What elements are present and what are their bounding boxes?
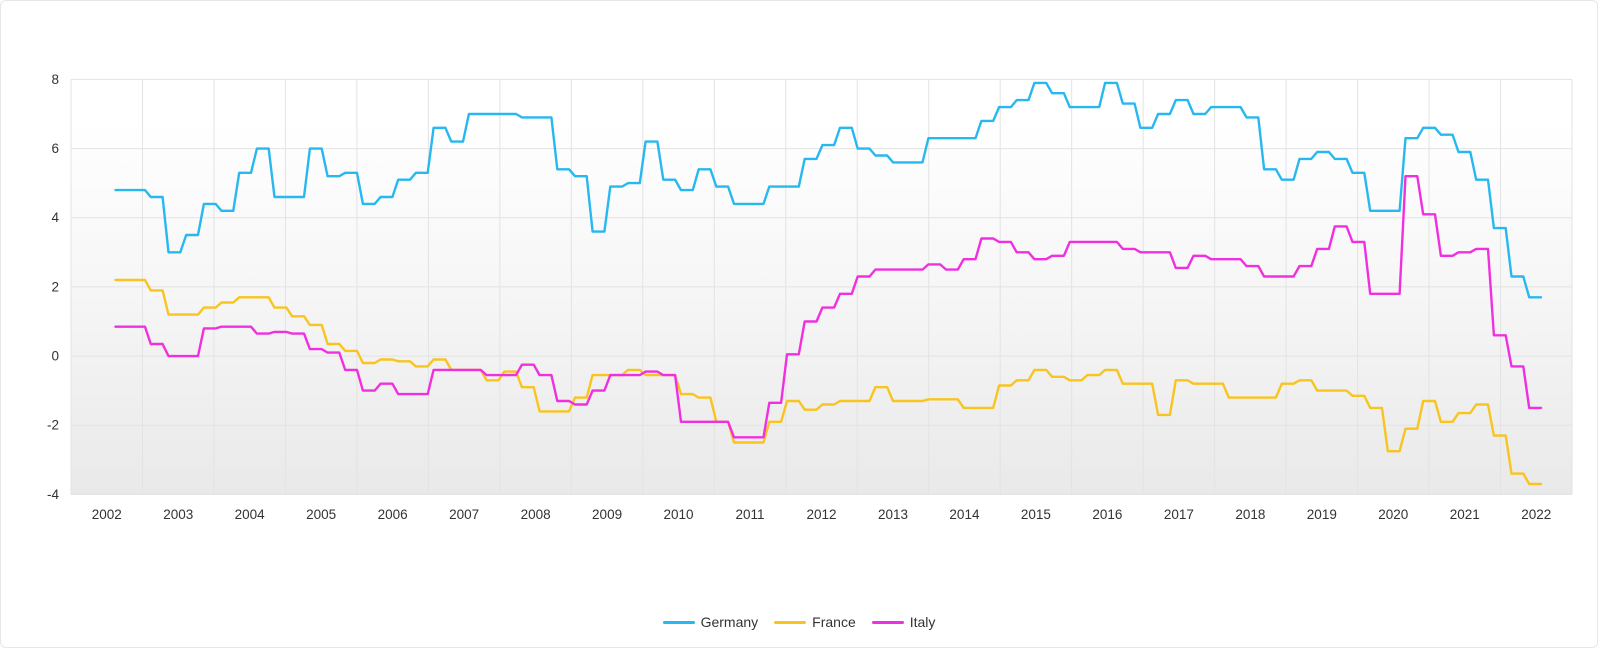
x-axis-label: 2007 — [449, 507, 479, 522]
y-axis-label: 6 — [51, 141, 59, 156]
legend-swatch-germany — [662, 620, 695, 624]
y-axis-label: 0 — [51, 349, 59, 364]
legend-item-italy[interactable]: Italy — [871, 614, 936, 630]
y-axis-label: 4 — [51, 210, 59, 225]
x-axis-label: 2014 — [949, 507, 980, 522]
y-axis-label: -4 — [47, 487, 59, 502]
legend-item-germany[interactable]: Germany — [662, 614, 759, 630]
x-axis-label: 2015 — [1021, 507, 1051, 522]
x-axis-label: 2006 — [378, 507, 408, 522]
y-axis-label: 8 — [51, 72, 59, 87]
x-axis-label: 2017 — [1164, 507, 1194, 522]
x-axis-label: 2022 — [1521, 507, 1551, 522]
series-line-italy — [114, 175, 1543, 439]
x-axis-label: 2018 — [1235, 507, 1265, 522]
x-axis-label: 2016 — [1092, 507, 1122, 522]
x-axis-label: 2003 — [163, 507, 193, 522]
x-axis-label: 2005 — [306, 507, 336, 522]
x-axis-label: 2002 — [92, 507, 122, 522]
legend: Germany France Italy — [1, 614, 1597, 630]
x-axis-label: 2012 — [806, 507, 836, 522]
x-axis-label: 2013 — [878, 507, 908, 522]
x-axis-label: 2011 — [736, 507, 765, 522]
legend-swatch-france — [774, 620, 807, 624]
x-axis-label: 2010 — [664, 507, 694, 522]
x-axis-label: 2020 — [1378, 507, 1408, 522]
x-axis-label: 2021 — [1450, 507, 1480, 522]
x-axis-label: 2008 — [521, 507, 551, 522]
y-axis-label: -2 — [47, 418, 59, 433]
legend-swatch-italy — [871, 620, 904, 624]
legend-item-france[interactable]: France — [774, 614, 856, 630]
x-axis-label: 2019 — [1307, 507, 1337, 522]
series-line-germany — [114, 81, 1543, 299]
x-axis-label: 2009 — [592, 507, 622, 522]
series-line-france — [114, 278, 1543, 486]
y-axis-label: 2 — [51, 279, 59, 294]
legend-label-italy: Italy — [909, 614, 936, 630]
legend-label-france: France — [812, 614, 856, 630]
x-axis-label: 2004 — [235, 507, 266, 522]
legend-label-germany: Germany — [700, 614, 759, 630]
